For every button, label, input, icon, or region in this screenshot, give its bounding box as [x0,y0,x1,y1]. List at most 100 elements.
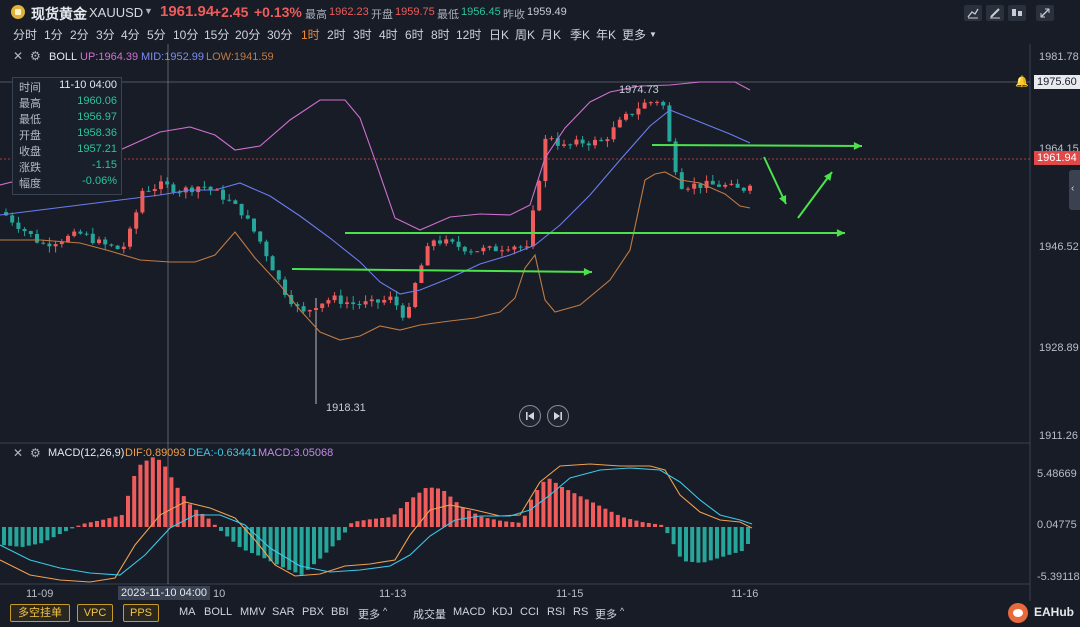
period-tab[interactable]: 3时 [353,28,372,42]
main-indicator-item[interactable]: MA [179,606,196,618]
period-tab[interactable]: 2分 [70,28,89,42]
info-row: 时间 11-10 04:00 [19,79,117,95]
symbol-dropdown-icon[interactable]: ▼ [144,6,153,16]
open-value: 1959.75 [395,6,435,18]
macd-bar [26,527,31,546]
period-tab[interactable]: 4分 [121,28,140,42]
candle-body [314,308,318,311]
period-tab[interactable]: 1时 [301,28,320,42]
settings-icon[interactable]: ⚙ [30,49,41,63]
period-tab[interactable]: 季K [570,28,591,42]
candle-body [227,199,232,201]
macd-bar [454,502,459,527]
period-tab[interactable]: 30分 [267,28,293,42]
macd-bar [485,518,490,527]
macd-bar [640,522,645,527]
period-tab[interactable]: 12时 [456,28,482,42]
macd-bar [374,518,378,527]
alert-bell-icon[interactable]: 🔔 [1015,76,1029,88]
sub-indicator-item[interactable]: KDJ [492,606,513,618]
candle-body [22,228,27,232]
chevron-left-icon[interactable]: ‹ [1071,183,1075,194]
period-tab[interactable]: 1分 [44,28,63,42]
period-tab[interactable]: 15分 [204,28,230,42]
tag-orders[interactable]: 多空挂单 [10,604,70,622]
macd-bar [39,527,44,544]
period-tab[interactable]: 日K [489,28,510,42]
main-indicator-item[interactable]: BOLL [204,606,233,618]
period-tab[interactable]: 10分 [173,28,199,42]
scroll-left-button[interactable] [519,405,541,427]
close-macd-icon[interactable]: ✕ [13,446,24,460]
symbol-selector[interactable]: XAUUSD [89,5,144,20]
candle-body [103,239,108,245]
crosshair-price-label: 1975.60 [1034,75,1080,89]
candle-body [276,270,281,280]
expand-icon[interactable]: ^ [383,606,388,616]
macd-bar [113,516,118,527]
macd-bar [584,499,589,527]
main-indicator-item[interactable]: BBI [331,606,349,618]
tag-vpc[interactable]: VPC [77,604,113,622]
main-indicator-item[interactable]: PBX [302,606,325,618]
expand-icon[interactable]: ^ [620,606,625,616]
high-label: 最高 [305,9,327,21]
draw-line-icon[interactable] [964,5,982,21]
period-tab[interactable]: 20分 [235,28,261,42]
period-tab[interactable]: 2时 [327,28,346,42]
period-tab[interactable]: 6时 [405,28,424,42]
macd-bar [318,527,323,559]
period-tab[interactable]: 3分 [96,28,115,42]
candle-body [686,188,690,190]
period-tab[interactable]: 分时 [13,28,38,42]
candle-body [438,240,442,244]
macd-bar [479,516,484,527]
period-tab[interactable]: 8时 [431,28,450,42]
price-chart[interactable] [0,44,1080,604]
close-indicator-icon[interactable]: ✕ [13,49,24,63]
date-label: 11-13 [379,588,407,600]
macd-bar [175,487,180,527]
candle-body [586,143,591,146]
scroll-right-button[interactable] [547,405,569,427]
candle-body [376,299,380,303]
side-panel-toggle[interactable]: ‹ [1069,170,1080,210]
period-tab[interactable]: 更多 [622,28,647,42]
tag-pps[interactable]: PPS [123,604,159,622]
macd-bar [417,492,422,527]
price-change: +2.45 [213,4,249,20]
sub-indicator-item[interactable]: RSI [547,606,566,618]
sub-indicator-item[interactable]: 更多 [595,609,617,621]
macd-bar [287,527,292,570]
price-tick: 1928.89 [1039,342,1079,354]
more-periods-caret-icon[interactable]: ▼ [649,30,657,39]
low-label: 最低 [437,9,459,21]
sub-indicator-item[interactable]: RS [573,606,589,618]
period-tab[interactable]: 月K [541,28,562,42]
down-arrow [763,156,787,205]
macd-bar [653,523,657,527]
candle-body [425,246,430,266]
brand-name: EAHub [1034,605,1074,619]
macd-bar [498,520,502,527]
period-tab[interactable]: 年K [596,28,617,42]
sub-indicator-item[interactable]: CCI [520,606,539,618]
macd-bar [330,527,335,547]
candle-body [239,203,244,216]
sub-indicator-item[interactable]: MACD [453,606,486,618]
candle-body [562,144,566,146]
macd-bar [659,524,664,527]
main-indicator-item[interactable]: SAR [272,606,295,618]
sub-indicator-item[interactable]: 成交量 [413,609,446,621]
main-indicator-item[interactable]: MMV [240,606,266,618]
collapse-icon[interactable] [1036,5,1054,21]
pencil-icon[interactable] [986,5,1004,21]
candle-body [741,187,746,191]
candle-body [307,310,312,312]
macd-settings-icon[interactable]: ⚙ [30,446,41,460]
layout-icon[interactable] [1008,5,1026,21]
period-tab[interactable]: 5分 [147,28,166,42]
period-tab[interactable]: 4时 [379,28,398,42]
period-tab[interactable]: 周K [515,28,536,42]
main-indicator-item[interactable]: 更多 [358,609,380,621]
